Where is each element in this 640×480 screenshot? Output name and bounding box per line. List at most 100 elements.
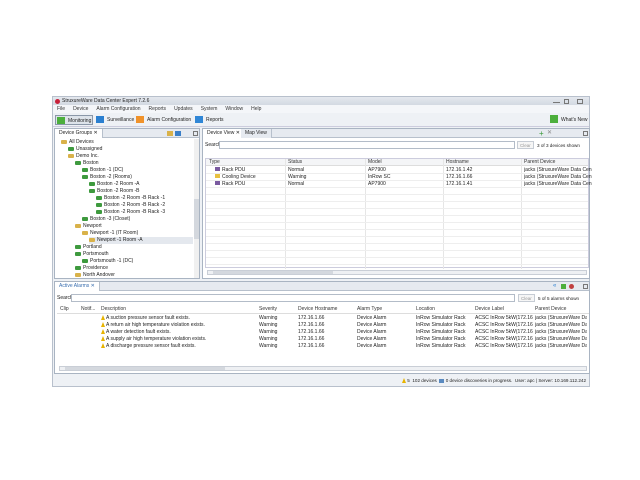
alarm-clear-button[interactable]: Clear bbox=[518, 294, 535, 302]
table-row[interactable]: A supply air high temperature violation … bbox=[57, 336, 589, 343]
table-row[interactable]: Cooling Device Warning InRow SC 172.16.1.66… bbox=[206, 174, 592, 181]
cell: InRow Simulator Rack bbox=[416, 329, 466, 335]
menu-item-updates[interactable]: Updates bbox=[174, 106, 193, 112]
warning-icon bbox=[101, 315, 105, 321]
tree-item[interactable]: Providence bbox=[75, 265, 108, 272]
tree-item[interactable]: Portland bbox=[75, 244, 102, 251]
alarm-table-scrollbar[interactable] bbox=[59, 366, 587, 371]
tree-item[interactable]: Newport bbox=[75, 223, 102, 230]
discovery-icon bbox=[439, 378, 445, 383]
device-clear-button[interactable]: Clear bbox=[517, 141, 534, 149]
column-header[interactable]: Location bbox=[416, 306, 435, 312]
column-header[interactable]: Device Hostname bbox=[298, 306, 338, 312]
cell: jacks (StruxureWare Data bbox=[535, 343, 587, 349]
tree-item[interactable]: Portsmouth bbox=[75, 251, 109, 258]
tree-item[interactable]: Boston -2 Room -B Rack -3 bbox=[96, 209, 165, 216]
tree-item-label: Portland bbox=[83, 244, 102, 250]
cell: Device Alarm bbox=[357, 329, 387, 335]
tree-item[interactable]: All Devices bbox=[61, 139, 94, 146]
group-folder-icon bbox=[82, 174, 88, 179]
menu-item-system[interactable]: System bbox=[200, 106, 218, 112]
menu-item-window[interactable]: Window bbox=[225, 106, 244, 112]
tree-item[interactable]: Boston -2 Room -B bbox=[89, 188, 140, 195]
export-icon[interactable] bbox=[561, 284, 566, 289]
tab-label: Device View bbox=[207, 130, 235, 136]
restore-button[interactable] bbox=[564, 99, 569, 104]
tree-item[interactable]: Boston -2 Room -B Rack -2 bbox=[96, 202, 165, 209]
tree-item[interactable]: Boston -1 (DC) bbox=[82, 167, 123, 174]
maximize-icon[interactable] bbox=[193, 131, 198, 136]
delete-icon[interactable]: ✕ bbox=[547, 130, 553, 136]
alarm-search-input[interactable] bbox=[71, 294, 515, 302]
status-bar: 5 102 devices 0 device discoveries in pr… bbox=[53, 376, 589, 386]
table-row[interactable]: A discharge pressure sensor fault exists… bbox=[57, 343, 589, 350]
maximize-icon[interactable] bbox=[583, 284, 588, 289]
tree-item[interactable]: North Andover bbox=[75, 272, 115, 279]
whats-new-button[interactable]: What's New bbox=[549, 115, 589, 125]
tree-item-label: All Devices bbox=[69, 139, 94, 145]
collapse-icon[interactable]: « bbox=[553, 283, 557, 289]
tree-item[interactable]: Boston -2 (Rooms) bbox=[82, 174, 132, 181]
close-button[interactable] bbox=[577, 99, 583, 104]
alarm-configuration-button[interactable]: Alarm Configuration bbox=[135, 115, 193, 125]
tree-item[interactable]: Boston bbox=[75, 160, 99, 167]
minimize-button[interactable] bbox=[553, 99, 560, 103]
tab-active-alarms[interactable]: Active Alarms ✕ bbox=[55, 282, 100, 291]
tree-item[interactable]: Unassigned bbox=[68, 146, 102, 153]
column-header[interactable]: Parent Device bbox=[535, 306, 567, 312]
cell: A discharge pressure sensor fault exists… bbox=[106, 343, 196, 349]
tree-item-label: Boston -2 Room -B bbox=[97, 188, 140, 194]
table-row[interactable]: Rack PDU Normal AP7900 172.16.1.41 jacks (St… bbox=[206, 181, 592, 188]
tree-item[interactable]: Portsmouth -1 (DC) bbox=[82, 258, 133, 265]
column-header[interactable]: Severity bbox=[259, 306, 278, 312]
tree-scrollbar[interactable] bbox=[194, 139, 199, 278]
group-folder-icon bbox=[96, 202, 102, 207]
column-header[interactable]: Status bbox=[288, 159, 303, 165]
table-row[interactable]: A return air high temperature violation … bbox=[57, 322, 589, 329]
tab-device-groups[interactable]: Device Groups ✕ bbox=[55, 129, 103, 138]
column-header[interactable]: Clip bbox=[60, 306, 69, 312]
monitoring-button[interactable]: Monitoring bbox=[55, 115, 93, 125]
column-header[interactable]: Parent Device bbox=[524, 159, 556, 165]
reports-button[interactable]: Reports bbox=[194, 115, 226, 125]
folder-icon[interactable] bbox=[167, 131, 173, 136]
cell: jacks (StruxureWare Data Cen bbox=[524, 167, 592, 173]
tree-item[interactable]: Boston -3 (Closet) bbox=[82, 216, 130, 223]
column-header[interactable]: Model bbox=[368, 159, 382, 165]
maximize-icon[interactable] bbox=[583, 131, 588, 136]
column-header[interactable]: Notif... bbox=[81, 306, 96, 312]
menu-item-device[interactable]: Device bbox=[73, 106, 89, 112]
settings-icon[interactable] bbox=[569, 284, 574, 289]
device-table-scrollbar[interactable] bbox=[207, 270, 587, 275]
column-header[interactable]: Device Label bbox=[475, 306, 504, 312]
tree-item[interactable]: Boston -2 Room -A bbox=[89, 181, 140, 188]
menu-item-help[interactable]: Help bbox=[251, 106, 262, 112]
column-header[interactable]: Hostname bbox=[446, 159, 469, 165]
chart-icon[interactable] bbox=[175, 131, 181, 136]
table-row[interactable]: A water detection fault exists. Warning 17… bbox=[57, 329, 589, 336]
column-header[interactable]: Description bbox=[101, 306, 127, 312]
tree-item[interactable]: Boston -2 Room -B Rack -1 bbox=[96, 195, 165, 202]
cell: jacks (StruxureWare Data bbox=[535, 329, 587, 335]
device-search-input[interactable] bbox=[219, 141, 515, 149]
group-folder-icon bbox=[75, 272, 81, 277]
menu-item-reports[interactable]: Reports bbox=[148, 106, 167, 112]
menu-item-alarm-configuration[interactable]: Alarm Configuration bbox=[96, 106, 141, 112]
add-icon[interactable]: + bbox=[539, 129, 544, 138]
tab-map-view[interactable]: Map View bbox=[241, 129, 272, 138]
tree-item[interactable]: Newport -1 (IT Room) bbox=[82, 230, 138, 237]
cell: InRow Simulator Rack bbox=[416, 336, 466, 342]
tree-item[interactable]: Newport -1 Room -A bbox=[89, 237, 193, 244]
column-header[interactable]: Type bbox=[209, 159, 220, 165]
column-header[interactable]: Alarm Type bbox=[357, 306, 383, 312]
cell: Rack PDU bbox=[222, 167, 246, 173]
tree-item[interactable]: Demo Inc. bbox=[68, 153, 99, 160]
table-row[interactable]: Rack PDU Normal AP7900 172.16.1.42 jacks (St… bbox=[206, 167, 592, 174]
table-row[interactable]: A suction pressure sensor fault exists. W… bbox=[57, 315, 589, 322]
group-folder-icon bbox=[68, 146, 74, 151]
group-folder-icon bbox=[96, 209, 102, 214]
surveillance-button[interactable]: Surveillance bbox=[95, 115, 134, 125]
menu-item-file[interactable]: File bbox=[57, 106, 66, 112]
status-alarm-count[interactable]: 5 bbox=[407, 378, 410, 383]
tab-device-view[interactable]: Device View ✕ bbox=[203, 129, 246, 138]
